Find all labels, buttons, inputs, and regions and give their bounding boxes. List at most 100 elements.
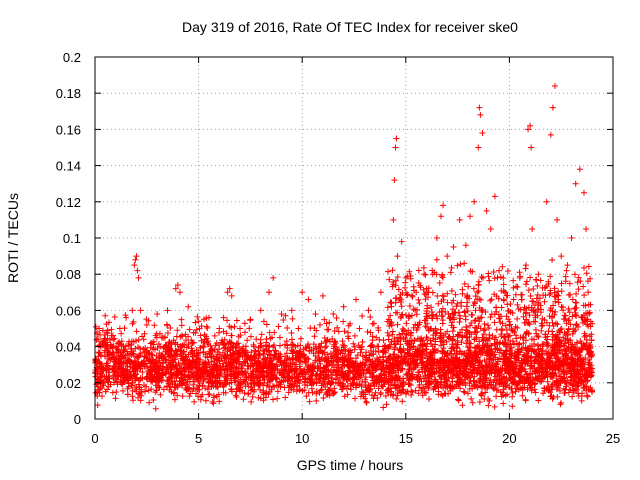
data-point-4370 <box>432 338 439 345</box>
data-point-235 <box>145 387 152 394</box>
data-point-3686 <box>238 365 245 372</box>
data-point-3008 <box>462 368 469 375</box>
data-point-3097 <box>144 363 151 370</box>
data-point-3770 <box>423 359 430 366</box>
data-point-4749 <box>413 289 420 296</box>
data-point-4201 <box>507 376 514 383</box>
data-point-3806 <box>567 321 574 328</box>
data-point-3215 <box>214 384 221 391</box>
data-point-1617 <box>540 390 547 397</box>
data-point-3815 <box>320 364 327 371</box>
data-point-2180 <box>254 367 261 374</box>
data-point-4591 <box>456 319 463 326</box>
data-point-4743 <box>391 177 398 184</box>
data-point-3879 <box>372 358 379 365</box>
data-point-4707 <box>131 262 138 269</box>
data-point-4228 <box>427 349 434 356</box>
data-point-3235 <box>536 368 543 375</box>
data-point-4334 <box>516 269 523 276</box>
data-point-4702 <box>102 336 109 343</box>
data-point-4756 <box>450 244 457 251</box>
data-point-4674 <box>515 355 522 362</box>
data-point-3029 <box>148 386 155 393</box>
y-tick-label-1: 0.02 <box>56 376 81 391</box>
data-point-3099 <box>96 363 103 370</box>
data-point-3011 <box>356 370 363 377</box>
data-point-4458 <box>433 256 440 263</box>
data-point-4511 <box>428 304 435 311</box>
data-point-3281 <box>285 384 292 391</box>
data-point-4209 <box>518 357 525 364</box>
data-point-2804 <box>485 402 492 409</box>
data-point-3782 <box>474 370 481 377</box>
data-point-3209 <box>171 377 178 384</box>
data-point-3093 <box>112 355 119 362</box>
data-point-4343 <box>532 276 539 283</box>
data-point-3786 <box>186 357 193 364</box>
data-point-4648 <box>488 296 495 303</box>
data-point-4612 <box>430 332 437 339</box>
data-point-3535 <box>194 313 201 320</box>
data-point-3933 <box>565 389 572 396</box>
data-point-4442 <box>535 300 542 307</box>
data-point-4325 <box>575 274 582 281</box>
data-point-3260 <box>288 347 295 354</box>
data-point-4190 <box>546 291 553 298</box>
data-point-149 <box>455 397 462 404</box>
data-point-442 <box>262 394 269 401</box>
data-point-3872 <box>237 381 244 388</box>
data-point-1252 <box>113 389 120 396</box>
data-point-3358 <box>466 385 473 392</box>
data-point-3269 <box>576 361 583 368</box>
data-point-4682 <box>550 323 557 330</box>
data-point-2829 <box>367 343 374 350</box>
data-point-3647 <box>426 395 433 402</box>
data-point-4751 <box>429 271 436 278</box>
data-point-4586 <box>422 323 429 330</box>
data-point-2470 <box>255 374 262 381</box>
data-point-3838 <box>513 385 520 392</box>
data-point-3332 <box>235 349 242 356</box>
data-point-4780 <box>549 104 556 111</box>
data-point-3613 <box>116 360 123 367</box>
data-point-4116 <box>461 309 468 316</box>
data-point-3520 <box>177 343 184 350</box>
data-point-3396 <box>461 389 468 396</box>
data-point-2970 <box>434 380 441 387</box>
data-point-1885 <box>512 388 519 395</box>
data-point-3953 <box>197 374 204 381</box>
data-point-3972 <box>557 401 564 408</box>
data-point-4162 <box>566 309 573 316</box>
data-point-3616 <box>190 371 197 378</box>
data-point-3834 <box>235 340 242 347</box>
data-point-4776 <box>529 225 536 232</box>
data-point-4465 <box>498 304 505 311</box>
data-point-4361 <box>526 312 533 319</box>
data-point-4495 <box>529 298 536 305</box>
data-point-4515 <box>406 268 413 275</box>
data-point-4631 <box>441 349 448 356</box>
data-point-4217 <box>573 321 580 328</box>
data-point-4777 <box>535 271 542 278</box>
data-point-3863 <box>484 381 491 388</box>
data-point-3612 <box>362 376 369 383</box>
data-point-3882 <box>395 364 402 371</box>
data-point-3053 <box>316 321 323 328</box>
data-point-4790 <box>585 289 592 296</box>
data-point-3608 <box>312 359 319 366</box>
data-point-3831 <box>455 396 462 403</box>
data-point-3860 <box>332 340 339 347</box>
data-point-3973 <box>128 382 135 389</box>
data-point-2876 <box>416 384 423 391</box>
data-point-3417 <box>324 336 331 343</box>
data-point-3071 <box>493 393 500 400</box>
data-point-2580 <box>456 374 463 381</box>
data-point-2676 <box>325 372 332 379</box>
data-point-3284 <box>358 390 365 397</box>
data-point-4099 <box>538 327 545 334</box>
data-point-2679 <box>364 328 371 335</box>
data-point-3920 <box>349 376 356 383</box>
data-point-3656 <box>383 375 390 382</box>
data-point-4464 <box>518 345 525 352</box>
data-point-4117 <box>444 350 451 357</box>
